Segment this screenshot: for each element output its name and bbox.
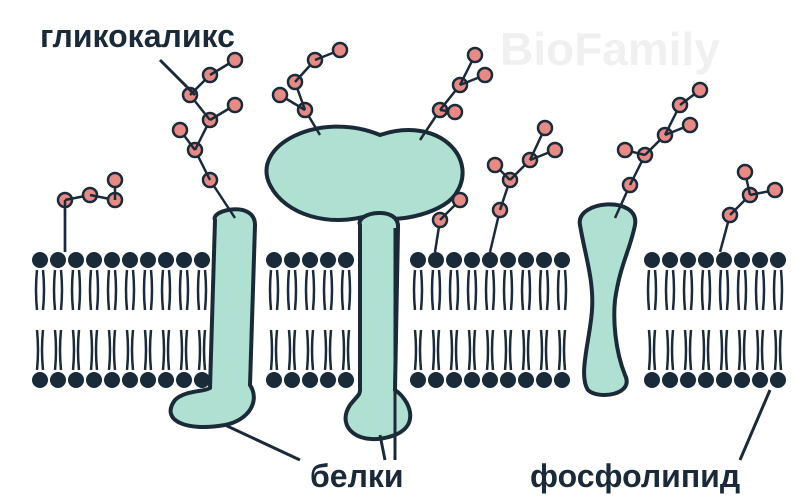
membrane-diagram: BioFamily xyxy=(0,0,807,504)
protein-top xyxy=(267,127,463,220)
protein-left xyxy=(171,209,255,427)
phospholipid-label: фосфолипид xyxy=(530,458,740,495)
proteins-label: белки xyxy=(310,458,404,495)
phospholipid-bilayer xyxy=(32,252,786,388)
glycocalyx-label: гликокаликс xyxy=(40,18,235,55)
protein-middle xyxy=(346,213,411,439)
watermark: BioFamily xyxy=(500,23,720,75)
protein-right xyxy=(580,204,636,395)
